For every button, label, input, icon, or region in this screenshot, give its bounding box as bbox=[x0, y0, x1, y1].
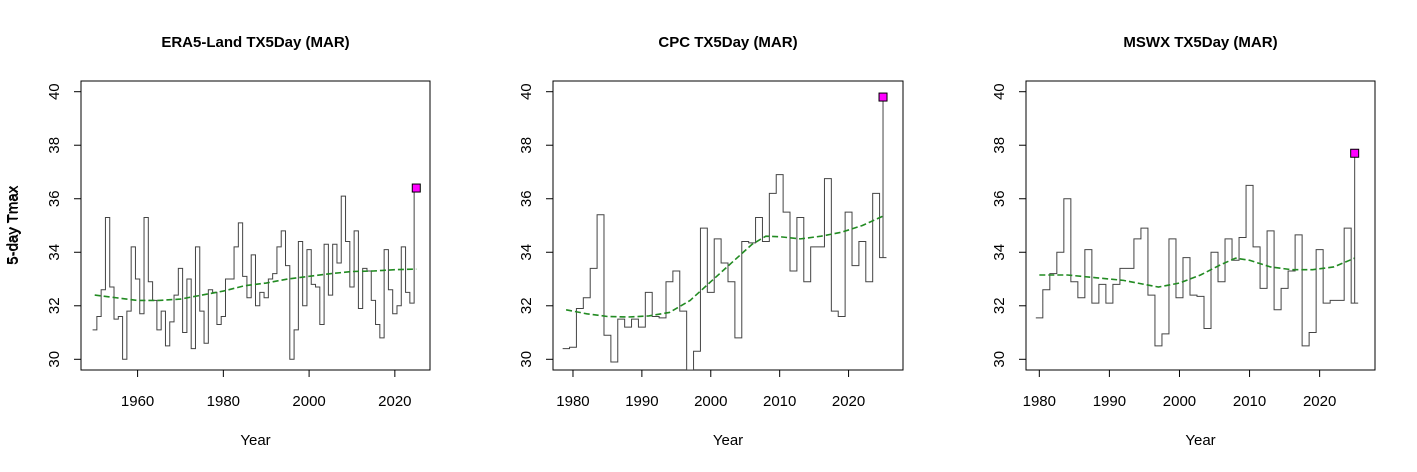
trend-line bbox=[565, 215, 884, 318]
trend-line bbox=[1039, 257, 1355, 288]
x-tick-label: 1960 bbox=[121, 393, 154, 410]
series-step-line bbox=[92, 187, 419, 360]
y-tick-label: 36 bbox=[518, 190, 535, 207]
y-tick-label: 34 bbox=[991, 244, 1008, 261]
latest-value-marker bbox=[411, 183, 421, 193]
x-tick-label: 1980 bbox=[556, 393, 589, 410]
x-tick-label: 2010 bbox=[1233, 393, 1266, 410]
plot-frame bbox=[1025, 80, 1376, 371]
y-tick-label: 40 bbox=[518, 83, 535, 100]
y-tick-label: 36 bbox=[46, 190, 63, 207]
series-step-line bbox=[562, 174, 887, 370]
x-tick-label: 1980 bbox=[207, 393, 240, 410]
chart-panel-1: ERA5-Land TX5Day (MAR) 1960 1980 2000 2020 Ye… bbox=[4, 34, 431, 449]
x-tick-label: 1990 bbox=[1093, 393, 1126, 410]
chart-title: MSWX TX5Day (MAR) bbox=[1123, 34, 1277, 51]
series-step-line bbox=[1035, 184, 1359, 347]
chart-panel-3: MSWX TX5Day (MAR) 1980 1990 2000 2010 2020 Yea… bbox=[991, 34, 1376, 449]
y-tick-label: 32 bbox=[46, 297, 63, 314]
y-tick-label: 30 bbox=[46, 351, 63, 368]
y-tick-label: 34 bbox=[518, 244, 535, 261]
latest-value-marker bbox=[878, 92, 888, 102]
plot-area bbox=[92, 187, 419, 360]
x-tick-label: 2020 bbox=[1303, 393, 1336, 410]
y-tick-label: 38 bbox=[46, 137, 63, 154]
plot-frame bbox=[552, 80, 904, 371]
y-tick-label: 40 bbox=[46, 83, 63, 100]
y-tick-label: 38 bbox=[991, 137, 1008, 154]
x-axis-label: Year bbox=[1185, 432, 1215, 449]
y-tick-label: 40 bbox=[991, 83, 1008, 100]
x-tick-label: 2000 bbox=[1163, 393, 1196, 410]
y-tick-label: 34 bbox=[46, 244, 63, 261]
chart-panel-2: CPC TX5Day (MAR) 1980 1990 2000 2010 2020 Year… bbox=[518, 34, 904, 449]
y-tick-label: 32 bbox=[518, 297, 535, 314]
plot-area bbox=[1035, 153, 1359, 347]
x-tick-label: 2020 bbox=[832, 393, 865, 410]
x-tick-label: 2000 bbox=[292, 393, 325, 410]
y-axis-label: 5-day Tmax bbox=[4, 186, 21, 265]
latest-value-marker bbox=[1350, 148, 1360, 158]
x-tick-label: 2020 bbox=[378, 393, 411, 410]
plot-area bbox=[562, 97, 887, 370]
shared-y-axis-label: 5-day Tmax bbox=[5, 185, 22, 264]
x-tick-label: 2000 bbox=[694, 393, 727, 410]
y-tick-label: 30 bbox=[518, 351, 535, 368]
x-axis-label: Year bbox=[713, 432, 743, 449]
x-tick-label: 1990 bbox=[625, 393, 658, 410]
y-tick-label: 30 bbox=[991, 351, 1008, 368]
trend-line bbox=[94, 268, 417, 302]
y-tick-label: 36 bbox=[991, 190, 1008, 207]
x-tick-label: 2010 bbox=[763, 393, 796, 410]
plot-frame bbox=[80, 80, 431, 371]
x-axis-label: Year bbox=[240, 432, 270, 449]
x-tick-label: 1980 bbox=[1023, 393, 1056, 410]
chart-title: CPC TX5Day (MAR) bbox=[658, 34, 797, 51]
y-tick-label: 38 bbox=[518, 137, 535, 154]
y-tick-label: 32 bbox=[991, 297, 1008, 314]
chart-title: ERA5-Land TX5Day (MAR) bbox=[161, 34, 349, 51]
